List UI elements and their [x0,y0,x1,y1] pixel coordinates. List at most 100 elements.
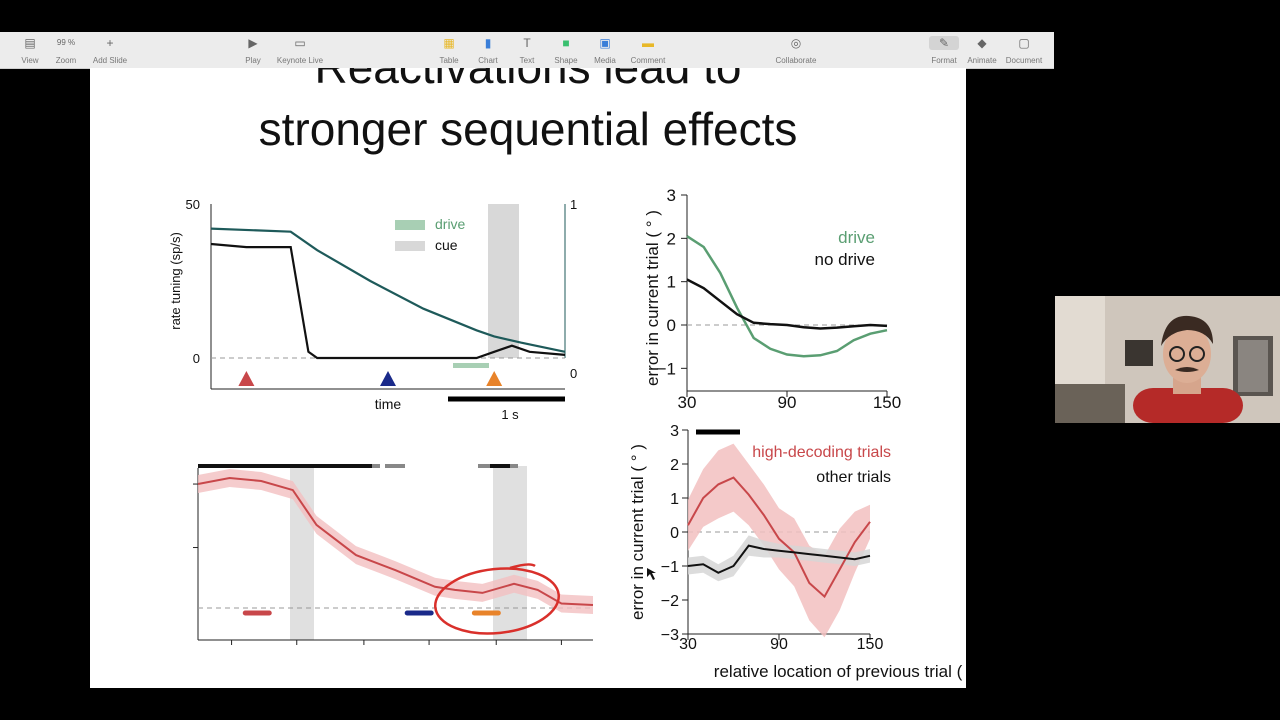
sofa [1055,384,1125,423]
decoding-time-panel [193,464,594,645]
toolbar-label: Play [245,56,261,65]
b-ytick-label: 1 [667,273,676,292]
b-ytick-label: 0 [667,316,676,335]
mustache [1175,367,1199,372]
legend-cue-label: cue [435,237,458,253]
d-confidence-band-1 [688,535,870,582]
toolbar-label: Document [1005,56,1043,65]
toolbar-label: Keynote Live [276,56,324,65]
toolbar-animate-button[interactable]: ◆ Animate [952,36,1012,65]
b-xtick-label: 90 [778,393,797,412]
toolbar-view-button[interactable]: ▤ View [0,36,60,65]
d-ytick-label: −2 [661,593,679,610]
left-tick-bottom: 0 [193,351,200,366]
toolbar-keynote-live-button[interactable]: ▭ Keynote Live [270,36,330,65]
d-xtick-label: 30 [679,636,697,653]
legend-drive-swatch [395,220,425,230]
face [1163,325,1211,383]
toolbar-label: Comment [630,56,666,65]
toolbar-add-slide-button[interactable]: + Add Slide [80,36,140,65]
toolbar-zoom-button[interactable]: 99 % Zoom [36,36,96,65]
annotation-circle-tail [509,563,536,570]
slide-title-line-2: stronger sequential effects [258,103,798,155]
b-ytick-label: 3 [667,186,676,205]
d-xtick-label: 90 [770,636,788,653]
keynote-live-icon: ▭ [294,36,306,50]
c-confidence-band [198,469,593,614]
view-icon: ▤ [24,36,36,50]
toolbar-label: Shape [554,56,578,65]
comment-icon: ▬ [642,36,654,50]
b-legend-drive: drive [838,228,875,247]
cue-shade [488,204,519,358]
d-ylabel: error in current trial ( ° ) [628,444,647,620]
format-icon: ✎ [929,36,959,50]
data-sequential-panel: 3 2 1 0 −1 −2 −3 30 90 150 error in current tria… [628,423,966,681]
webcam-video [1055,296,1280,423]
d-legend-other: other trials [816,469,891,486]
toolbar-media-button[interactable]: ▣ Media [575,36,635,65]
annotation-circle [433,567,561,635]
slide-title-line-1: Reactivations lead to [90,68,966,94]
add-slide-icon: + [106,36,114,50]
model-sequential-panel: 3 2 1 0 −1 30 90 150 error in current trial ( … [643,186,901,412]
right-tick-bottom: 0 [570,366,577,381]
b-series-line-1 [686,278,888,330]
d-series-line-1 [687,544,871,574]
toolbar-comment-button[interactable]: ▬ Comment [618,36,678,65]
drive-bar [453,363,489,368]
toolbar-document-button[interactable]: ▢ Document [994,36,1054,65]
d-confidence-band-0 [688,443,870,638]
toolbar-label: View [21,56,39,65]
d-ytick-label: 2 [670,457,679,474]
d-xlabel: relative location of previous trial ( ° … [714,662,966,681]
toolbar-label: Media [594,56,616,65]
toolbar-label: Table [439,56,459,65]
toolbar-label: Animate [967,56,997,65]
figure-panels: 50 0 1 0 rate tuning (sp/s) time drive c… [168,186,966,681]
d-legend-high: high-decoding trials [752,444,891,461]
d-ytick-label: −1 [661,559,679,576]
right-tick-top: 1 [570,197,577,212]
document-icon: ▢ [1018,36,1030,50]
c-series-line [197,476,594,606]
toolbar-text-button[interactable]: T Text [497,36,557,65]
d-ytick-label: 1 [670,491,679,508]
shape-icon: ■ [562,36,570,50]
zoom-icon: 99 % [56,38,76,47]
b-legend-no-drive: no drive [815,250,875,269]
glasses-left [1169,346,1185,362]
d-ytick-label: 0 [670,525,679,542]
d-xtick-label: 150 [857,636,884,653]
text-icon: T [523,36,531,50]
toolbar-shape-button[interactable]: ■ Shape [536,36,596,65]
shirt [1133,388,1243,423]
b-ylabel: error in current trial ( ° ) [643,210,662,386]
keynote-toolbar: ▤ View 99 % Zoom + Add Slide ▶ Play ▭ Keynote Liv… [0,32,1054,69]
table-icon: ▦ [443,36,455,50]
toolbar-label: Collaborate [775,56,817,65]
b-ytick-label: −1 [657,359,676,378]
scale-bar-label: 1 s [501,407,519,422]
toolbar-format-button[interactable]: ✎ Format [914,36,974,65]
toolbar-collaborate-button[interactable]: ◎ Collaborate [766,36,826,65]
b-xtick-label: 30 [678,393,697,412]
time-xlabel: time [375,396,402,412]
a-event-marker-2 [486,371,503,386]
toolbar-table-button[interactable]: ▦ Table [419,36,479,65]
slide-canvas: Reactivations lead to stronger sequentia… [90,68,966,688]
toolbar-label: Zoom [55,56,77,65]
play-icon: ▶ [248,36,258,50]
b-ytick-label: 2 [667,229,676,248]
toolbar-play-button[interactable]: ▶ Play [223,36,283,65]
legend-cue-swatch [395,241,425,251]
toolbar-chart-button[interactable]: ▮ Chart [458,36,518,65]
mouse-cursor [647,568,656,580]
toolbar-label: Chart [478,56,498,65]
webcam-scene [1055,296,1280,423]
media-icon: ▣ [599,36,611,50]
glasses-right [1189,346,1205,362]
chart-icon: ▮ [484,36,492,50]
hair [1161,315,1213,346]
left-tick-top: 50 [186,197,200,212]
